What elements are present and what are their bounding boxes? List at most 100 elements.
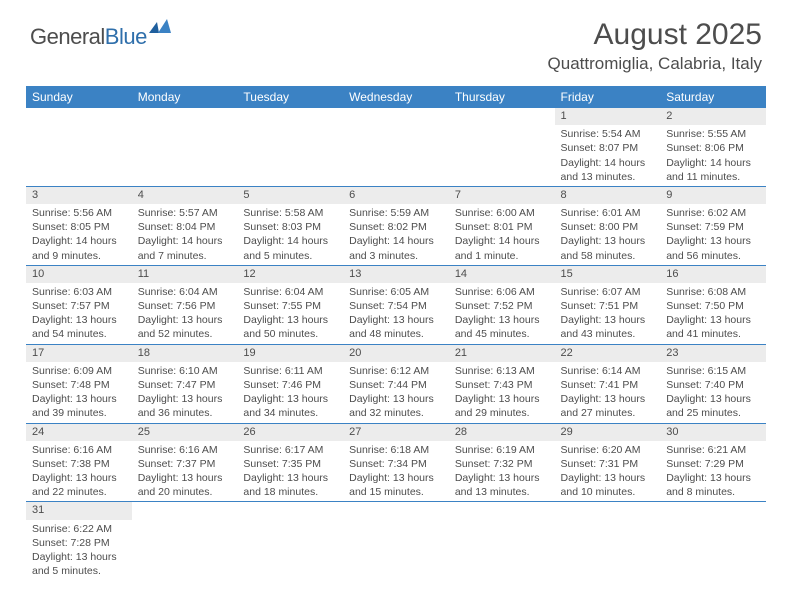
day-day1: Daylight: 13 hours — [349, 471, 443, 485]
calendar-cell — [555, 502, 661, 580]
day-day1: Daylight: 14 hours — [32, 234, 126, 248]
day-details: Sunrise: 6:19 AMSunset: 7:32 PMDaylight:… — [449, 441, 555, 502]
calendar-row: 17Sunrise: 6:09 AMSunset: 7:48 PMDayligh… — [26, 344, 766, 423]
day-sunset: Sunset: 7:57 PM — [32, 299, 126, 313]
day-number: 6 — [343, 187, 449, 204]
day-day2: and 43 minutes. — [561, 327, 655, 341]
day-number: 3 — [26, 187, 132, 204]
day-details: Sunrise: 6:17 AMSunset: 7:35 PMDaylight:… — [237, 441, 343, 502]
day-sunrise: Sunrise: 6:16 AM — [32, 443, 126, 457]
day-number: 1 — [555, 108, 661, 125]
day-day2: and 11 minutes. — [666, 170, 760, 184]
day-sunrise: Sunrise: 6:06 AM — [455, 285, 549, 299]
calendar-cell: 11Sunrise: 6:04 AMSunset: 7:56 PMDayligh… — [132, 265, 238, 344]
day-sunrise: Sunrise: 6:19 AM — [455, 443, 549, 457]
day-day2: and 18 minutes. — [243, 485, 337, 499]
calendar-cell — [237, 502, 343, 580]
calendar-cell: 13Sunrise: 6:05 AMSunset: 7:54 PMDayligh… — [343, 265, 449, 344]
day-sunset: Sunset: 7:28 PM — [32, 536, 126, 550]
day-details: Sunrise: 5:57 AMSunset: 8:04 PMDaylight:… — [132, 204, 238, 265]
day-day1: Daylight: 13 hours — [666, 234, 760, 248]
day-day2: and 22 minutes. — [32, 485, 126, 499]
day-details: Sunrise: 6:22 AMSunset: 7:28 PMDaylight:… — [26, 520, 132, 581]
day-number: 29 — [555, 424, 661, 441]
day-sunrise: Sunrise: 6:04 AM — [138, 285, 232, 299]
calendar-table: SundayMondayTuesdayWednesdayThursdayFrid… — [26, 86, 766, 580]
weekday-header: Saturday — [660, 86, 766, 108]
day-number: 2 — [660, 108, 766, 125]
day-number: 25 — [132, 424, 238, 441]
calendar-cell: 20Sunrise: 6:12 AMSunset: 7:44 PMDayligh… — [343, 344, 449, 423]
weekday-header: Wednesday — [343, 86, 449, 108]
day-day2: and 50 minutes. — [243, 327, 337, 341]
day-day2: and 13 minutes. — [561, 170, 655, 184]
calendar-cell: 30Sunrise: 6:21 AMSunset: 7:29 PMDayligh… — [660, 423, 766, 502]
day-number: 16 — [660, 266, 766, 283]
day-day1: Daylight: 13 hours — [561, 392, 655, 406]
day-details: Sunrise: 6:04 AMSunset: 7:56 PMDaylight:… — [132, 283, 238, 344]
day-sunset: Sunset: 8:02 PM — [349, 220, 443, 234]
calendar-cell: 18Sunrise: 6:10 AMSunset: 7:47 PMDayligh… — [132, 344, 238, 423]
day-day2: and 45 minutes. — [455, 327, 549, 341]
day-sunset: Sunset: 8:04 PM — [138, 220, 232, 234]
day-number: 10 — [26, 266, 132, 283]
day-details: Sunrise: 6:11 AMSunset: 7:46 PMDaylight:… — [237, 362, 343, 423]
calendar-cell: 8Sunrise: 6:01 AMSunset: 8:00 PMDaylight… — [555, 186, 661, 265]
day-sunset: Sunset: 8:07 PM — [561, 141, 655, 155]
day-details: Sunrise: 6:14 AMSunset: 7:41 PMDaylight:… — [555, 362, 661, 423]
day-sunset: Sunset: 7:29 PM — [666, 457, 760, 471]
day-day2: and 52 minutes. — [138, 327, 232, 341]
calendar-cell — [660, 502, 766, 580]
calendar-cell: 21Sunrise: 6:13 AMSunset: 7:43 PMDayligh… — [449, 344, 555, 423]
day-number: 11 — [132, 266, 238, 283]
logo-text-blue: Blue — [105, 24, 147, 50]
day-details: Sunrise: 5:54 AMSunset: 8:07 PMDaylight:… — [555, 125, 661, 186]
day-number: 24 — [26, 424, 132, 441]
calendar-cell: 26Sunrise: 6:17 AMSunset: 7:35 PMDayligh… — [237, 423, 343, 502]
day-sunset: Sunset: 7:34 PM — [349, 457, 443, 471]
day-day1: Daylight: 13 hours — [349, 313, 443, 327]
day-number: 20 — [343, 345, 449, 362]
day-day2: and 3 minutes. — [349, 249, 443, 263]
day-sunset: Sunset: 7:32 PM — [455, 457, 549, 471]
weekday-header: Tuesday — [237, 86, 343, 108]
day-sunrise: Sunrise: 5:57 AM — [138, 206, 232, 220]
day-sunset: Sunset: 8:01 PM — [455, 220, 549, 234]
day-number: 28 — [449, 424, 555, 441]
day-sunset: Sunset: 8:00 PM — [561, 220, 655, 234]
day-number: 13 — [343, 266, 449, 283]
calendar-row: 10Sunrise: 6:03 AMSunset: 7:57 PMDayligh… — [26, 265, 766, 344]
day-sunset: Sunset: 7:55 PM — [243, 299, 337, 313]
day-number: 18 — [132, 345, 238, 362]
day-details: Sunrise: 6:01 AMSunset: 8:00 PMDaylight:… — [555, 204, 661, 265]
day-sunrise: Sunrise: 6:08 AM — [666, 285, 760, 299]
day-day1: Daylight: 13 hours — [138, 313, 232, 327]
day-sunset: Sunset: 8:03 PM — [243, 220, 337, 234]
calendar-cell: 12Sunrise: 6:04 AMSunset: 7:55 PMDayligh… — [237, 265, 343, 344]
page-header: GeneralBlue August 2025 Quattromiglia, C… — [0, 0, 792, 82]
day-details: Sunrise: 6:16 AMSunset: 7:37 PMDaylight:… — [132, 441, 238, 502]
day-day1: Daylight: 14 hours — [243, 234, 337, 248]
day-sunset: Sunset: 7:52 PM — [455, 299, 549, 313]
calendar-body: 1Sunrise: 5:54 AMSunset: 8:07 PMDaylight… — [26, 108, 766, 580]
day-sunset: Sunset: 7:40 PM — [666, 378, 760, 392]
title-block: August 2025 Quattromiglia, Calabria, Ita… — [548, 18, 762, 74]
day-sunrise: Sunrise: 6:05 AM — [349, 285, 443, 299]
day-day1: Daylight: 13 hours — [349, 392, 443, 406]
day-day1: Daylight: 13 hours — [243, 392, 337, 406]
calendar-cell: 10Sunrise: 6:03 AMSunset: 7:57 PMDayligh… — [26, 265, 132, 344]
day-sunrise: Sunrise: 6:12 AM — [349, 364, 443, 378]
day-day1: Daylight: 13 hours — [32, 392, 126, 406]
day-sunrise: Sunrise: 6:21 AM — [666, 443, 760, 457]
day-details: Sunrise: 6:03 AMSunset: 7:57 PMDaylight:… — [26, 283, 132, 344]
calendar-cell: 4Sunrise: 5:57 AMSunset: 8:04 PMDaylight… — [132, 186, 238, 265]
flag-icon — [149, 19, 175, 42]
day-number: 8 — [555, 187, 661, 204]
day-details: Sunrise: 6:15 AMSunset: 7:40 PMDaylight:… — [660, 362, 766, 423]
calendar-head: SundayMondayTuesdayWednesdayThursdayFrid… — [26, 86, 766, 108]
day-day1: Daylight: 13 hours — [455, 471, 549, 485]
day-day1: Daylight: 13 hours — [32, 313, 126, 327]
day-day1: Daylight: 13 hours — [455, 392, 549, 406]
calendar-cell: 2Sunrise: 5:55 AMSunset: 8:06 PMDaylight… — [660, 108, 766, 186]
calendar-cell: 27Sunrise: 6:18 AMSunset: 7:34 PMDayligh… — [343, 423, 449, 502]
